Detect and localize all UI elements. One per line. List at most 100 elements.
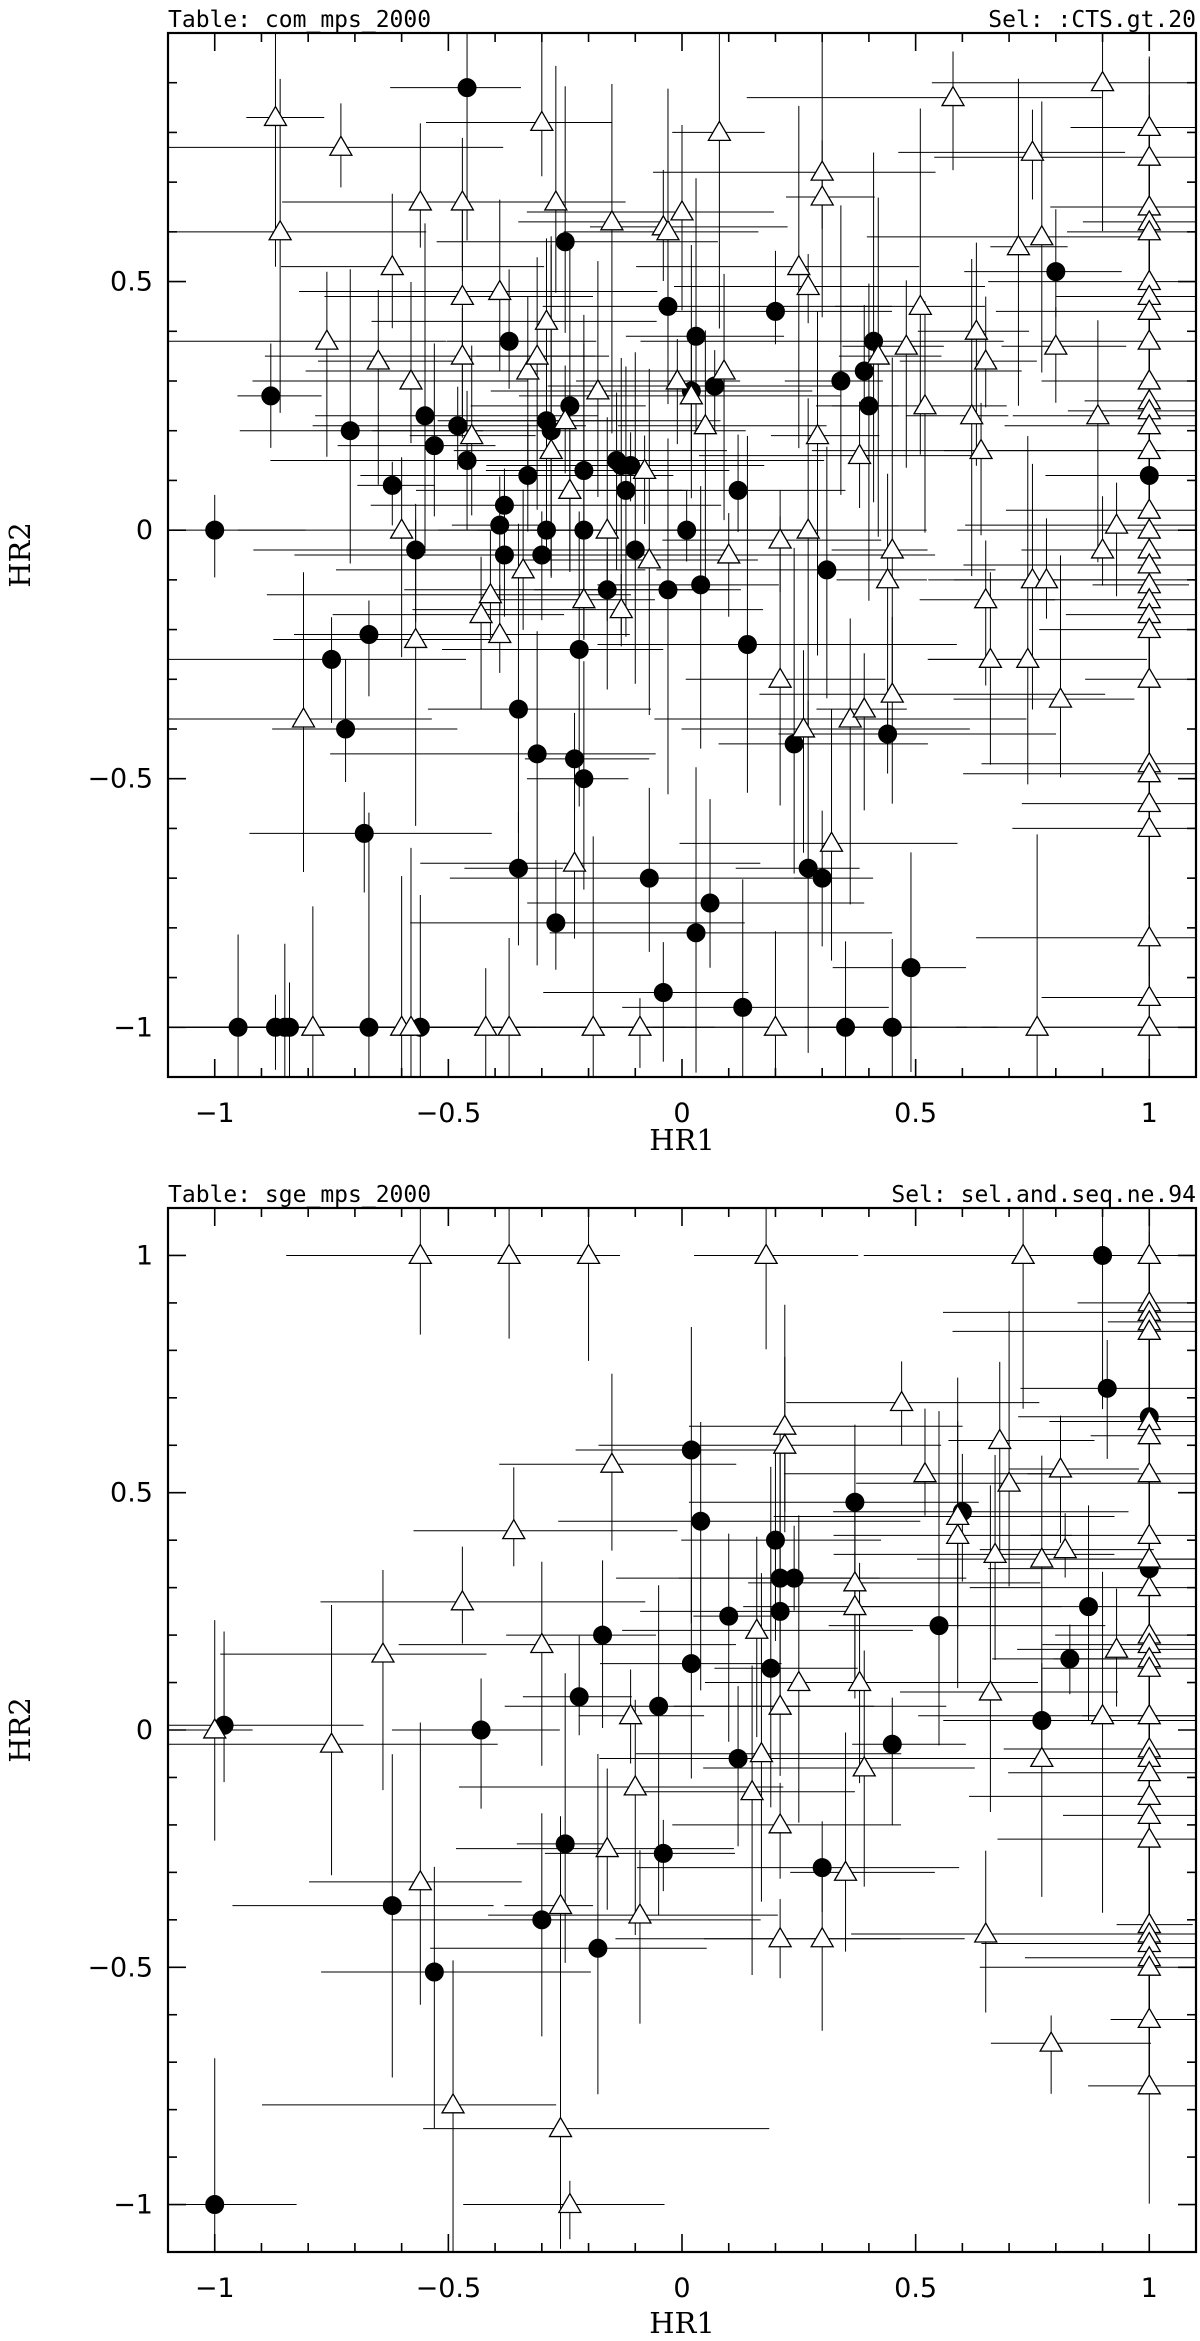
- top-triangle-point: [632, 458, 657, 480]
- top-scatter-panel: Table: com_mps_2000 Sel: :CTS.gt.20 −1 −0…: [3, 7, 1198, 1157]
- bottom-triangle-point: [842, 1594, 868, 1616]
- bottom-triangle-point: [772, 1432, 797, 1454]
- bottom-filled-point: [382, 1896, 402, 1916]
- top-filled-point: [1046, 262, 1066, 282]
- top-y-tick-label: −1: [113, 1012, 153, 1043]
- top-filled-point: [616, 480, 636, 500]
- bottom-triangle-point: [767, 1926, 793, 1948]
- top-triangle-point: [1137, 816, 1162, 837]
- bottom-triangle-point: [440, 2092, 466, 2114]
- bottom-triangle-point: [978, 1679, 1003, 1701]
- top-triangle-point: [459, 423, 484, 445]
- top-filled-point: [878, 724, 898, 744]
- top-triangle-point: [478, 582, 503, 604]
- top-filled-point: [859, 396, 879, 416]
- top-triangle-point: [707, 120, 732, 141]
- top-triangle-point: [268, 219, 293, 241]
- bottom-triangle-point: [945, 1523, 970, 1545]
- top-x-tick-label: 0.5: [894, 1098, 937, 1129]
- bottom-triangle-point: [889, 1390, 914, 1412]
- bottom-filled-point: [784, 1568, 804, 1588]
- top-triangle-point: [515, 358, 540, 380]
- bottom-y-tick-label: −1: [113, 2190, 153, 2221]
- top-filled-point: [653, 982, 673, 1002]
- top-triangle-point: [1137, 219, 1162, 241]
- top-triangle-point: [1048, 686, 1073, 708]
- top-x-tick-label: 1: [1141, 1098, 1158, 1129]
- bottom-triangle-point: [1137, 1546, 1162, 1568]
- top-triangle-point: [796, 517, 821, 539]
- bottom-y-axis-label: HR2: [3, 1697, 37, 1763]
- bottom-triangle-point: [767, 1693, 793, 1715]
- top-filled-point: [532, 545, 552, 565]
- top-triangle-point: [973, 348, 998, 370]
- top-triangle-point: [450, 343, 475, 365]
- bottom-triangle-point: [1053, 1537, 1078, 1559]
- top-filled-point: [457, 78, 477, 98]
- top-filled-point: [261, 386, 281, 406]
- top-data-points: [205, 70, 1162, 1037]
- top-triangle-point: [637, 547, 662, 569]
- bottom-y-tick-label: 0: [136, 1715, 153, 1746]
- top-filled-point: [555, 232, 575, 252]
- top-filled-point: [686, 326, 706, 346]
- top-filled-point: [836, 1017, 856, 1037]
- bottom-filled-point: [532, 1910, 552, 1930]
- bottom-filled-point: [588, 1938, 608, 1958]
- bottom-triangle-point: [1137, 1575, 1162, 1597]
- top-filled-point: [733, 997, 753, 1017]
- bottom-filled-point: [593, 1625, 613, 1645]
- top-filled-point: [597, 580, 617, 600]
- bottom-filled-point: [1032, 1711, 1052, 1731]
- top-triangle-point: [529, 110, 554, 132]
- bottom-data-points: [202, 1243, 1162, 2215]
- bottom-triangle-point: [496, 1243, 522, 1265]
- bottom-triangle-point: [1137, 2073, 1162, 2095]
- top-filled-point: [508, 858, 528, 878]
- top-triangle-point: [510, 557, 536, 579]
- bottom-filled-point: [761, 1658, 781, 1678]
- top-filled-point: [784, 734, 804, 754]
- bottom-triangle-point: [852, 1755, 877, 1777]
- bottom-triangle-point: [1137, 1243, 1162, 1265]
- top-triangle-point: [669, 199, 695, 221]
- bottom-triangle-point: [833, 1860, 858, 1881]
- bottom-triangle-point: [1137, 1423, 1162, 1445]
- bottom-filled-point: [681, 1654, 701, 1674]
- top-triangle-point: [978, 647, 1003, 668]
- bottom-triangle-point: [767, 1812, 793, 1834]
- top-triangle-point: [525, 343, 550, 365]
- top-triangle-point: [968, 438, 994, 460]
- top-filled-point: [639, 868, 659, 888]
- top-filled-point: [691, 575, 711, 595]
- top-triangle-point: [398, 1014, 424, 1036]
- bottom-triangle-point: [1137, 2007, 1162, 2029]
- bottom-triangle-point: [810, 1926, 835, 1948]
- bottom-triangle-point: [1137, 1319, 1162, 1340]
- top-triangle-point: [693, 413, 718, 435]
- top-filled-point: [424, 436, 444, 456]
- bottom-triangle-point: [744, 1618, 769, 1639]
- bottom-triangle-point: [618, 1703, 643, 1725]
- bottom-triangle-point: [548, 1893, 573, 1915]
- bottom-triangle-point: [319, 1731, 344, 1753]
- top-triangle-point: [1137, 761, 1162, 783]
- top-triangle-point: [796, 274, 821, 296]
- top-filled-point: [831, 371, 851, 391]
- top-filled-point: [798, 858, 818, 878]
- top-triangle-point: [711, 358, 737, 380]
- top-triangle-point: [959, 403, 984, 425]
- bottom-filled-point: [1079, 1597, 1099, 1617]
- bottom-triangle-point: [529, 1632, 554, 1654]
- top-triangle-point: [380, 254, 405, 276]
- bottom-filled-point: [765, 1530, 785, 1550]
- top-y-tick-label: 0.5: [110, 267, 153, 298]
- top-triangle-point: [1034, 567, 1059, 589]
- top-filled-point: [382, 475, 402, 495]
- top-triangle-point: [534, 309, 559, 330]
- top-filled-point: [658, 580, 678, 600]
- bottom-y-tick-label: 0.5: [110, 1478, 153, 1509]
- bottom-triangle-point: [557, 2192, 582, 2214]
- bottom-triangle-point: [739, 1779, 765, 1801]
- top-filled-point: [448, 416, 468, 436]
